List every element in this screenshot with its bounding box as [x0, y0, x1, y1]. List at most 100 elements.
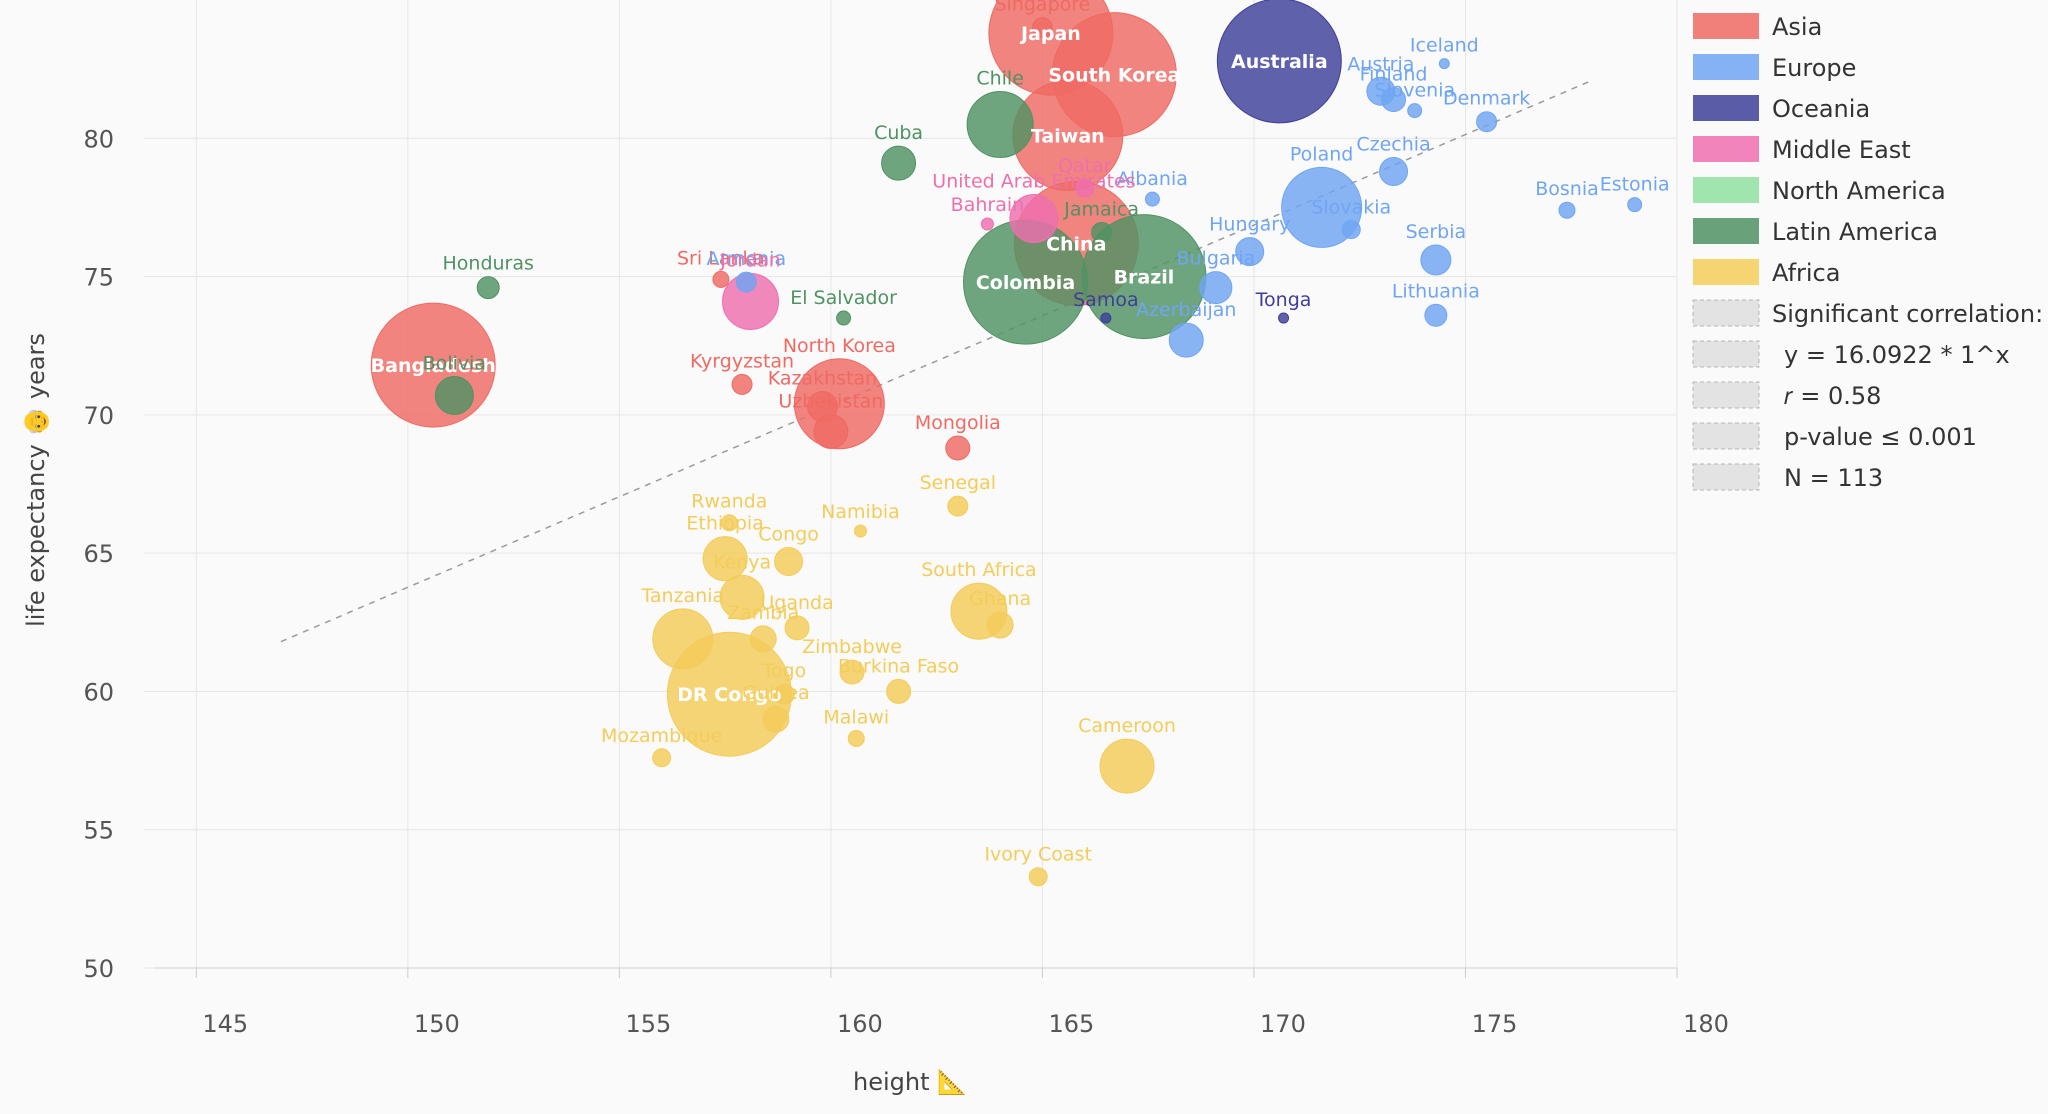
- x-tick-label: 170: [1260, 1010, 1306, 1038]
- label-taiwan: Taiwan: [1031, 126, 1105, 148]
- bubble-cameroon: [1099, 738, 1155, 794]
- label-bahrain: Bahrain: [951, 194, 1025, 216]
- bubble-lithuania: [1424, 303, 1448, 327]
- label-kazakhstan: Kazakhstan: [768, 368, 877, 390]
- label-austria: Austria: [1347, 53, 1414, 75]
- legend-swatch-north-america: [1693, 177, 1759, 203]
- bubble-jamaica: [1091, 221, 1113, 243]
- label-congo: Congo: [758, 523, 819, 545]
- bubble-sri-lanka: [712, 270, 730, 288]
- x-tick-label: 155: [625, 1010, 671, 1038]
- label-mongolia: Mongolia: [915, 412, 1001, 434]
- label-guinea: Guinea: [742, 682, 809, 704]
- x-tick-label: 175: [1472, 1010, 1518, 1038]
- bubble-slovenia: [1407, 103, 1423, 119]
- label-rwanda: Rwanda: [691, 491, 767, 513]
- label-ivory-coast: Ivory Coast: [984, 844, 1091, 866]
- x-tick-label: 150: [414, 1010, 460, 1038]
- bubble-tonga: [1278, 312, 1290, 324]
- bubble-chile: [966, 90, 1034, 158]
- legend-swatch-stat: [1692, 299, 1760, 327]
- bubble-senegal: [947, 495, 969, 517]
- bubble-hungary: [1235, 237, 1265, 267]
- label-sri-lanka: Sri Lanka: [677, 247, 765, 269]
- bubble-azerbaijan: [1168, 322, 1204, 358]
- grid-lines: [144, 0, 1678, 969]
- label-namibia: Namibia: [821, 501, 900, 523]
- label-senegal: Senegal: [920, 472, 996, 494]
- bubble-malawi: [847, 729, 865, 747]
- label-jamaica: Jamaica: [1063, 198, 1139, 220]
- legend-swatch-asia: [1693, 13, 1759, 39]
- label-south-korea: South Korea: [1048, 65, 1180, 87]
- label-honduras: Honduras: [443, 253, 534, 275]
- bubble-uganda: [784, 615, 810, 641]
- label-iceland: Iceland: [1410, 35, 1479, 57]
- bubble-congo: [774, 546, 804, 576]
- legend-swatch-africa: [1693, 259, 1759, 285]
- bubble-ivory-coast: [1028, 867, 1048, 887]
- bubble-zimbabwe: [839, 659, 865, 685]
- bubble-mongolia: [945, 435, 971, 461]
- label-japan: Japan: [1019, 23, 1081, 45]
- label-ethiopia: Ethiopia: [686, 513, 763, 535]
- axes-group: 145 150 155 160 165 170 175 180 50 55 60 65 70 75 80: [83, 125, 1728, 1038]
- x-axis-title: height 📐: [853, 1068, 967, 1096]
- bubble-labels-group: Japan Singapore South Korea Australia Taiwan…: [371, 0, 1670, 866]
- legend-label-asia: Asia: [1772, 13, 1822, 41]
- label-dr-congo: DR Congo: [677, 684, 781, 706]
- legend-swatch-europe: [1693, 54, 1759, 80]
- y-tick-label: 70: [83, 402, 114, 430]
- legend-stat-3: p-value ≤ 0.001: [1784, 423, 1977, 451]
- bubble-bosnia: [1558, 201, 1576, 219]
- legend-stat-2: 𝑟 = 0.58: [1784, 382, 1881, 410]
- label-uganda: Uganda: [760, 592, 833, 614]
- bubble-mozambique: [652, 748, 672, 768]
- legend-label-europe: Europe: [1772, 54, 1856, 82]
- label-mozambique: Mozambique: [601, 725, 722, 747]
- label-united-arab-emirates: United Arab Emirates: [932, 170, 1135, 192]
- bubble-samoa: [1100, 312, 1112, 324]
- label-azerbaijan: Azerbaijan: [1136, 299, 1236, 321]
- bubble-zambia: [749, 625, 777, 653]
- label-estonia: Estonia: [1600, 174, 1670, 196]
- bubble-finland: [1381, 87, 1407, 113]
- label-ghana: Ghana: [969, 588, 1031, 610]
- legend-label-north-america: North America: [1772, 177, 1946, 205]
- y-axis-title: life expectancy 👴 years: [22, 333, 50, 627]
- bubble-serbia: [1420, 244, 1452, 276]
- label-china: China: [1046, 233, 1106, 255]
- label-tanzania: Tanzania: [640, 585, 724, 607]
- y-tick-label: 80: [83, 125, 114, 153]
- label-kyrgyzstan: Kyrgyzstan: [690, 350, 794, 372]
- label-slovakia: Slovakia: [1311, 197, 1391, 219]
- y-tick-label: 60: [83, 678, 114, 706]
- legend-label-oceania: Oceania: [1772, 95, 1870, 123]
- bubble-kenya: [719, 574, 765, 620]
- label-bangladesh: Bangladesh: [371, 355, 496, 377]
- label-jordan: Jordan: [719, 249, 780, 271]
- bubble-bulgaria: [1199, 271, 1233, 305]
- bubble-rwanda: [720, 514, 738, 532]
- bubbles-group: [370, 0, 1643, 887]
- y-tick-label: 65: [83, 540, 114, 568]
- bubble-ghana: [986, 611, 1014, 639]
- x-tick-label: 160: [837, 1010, 883, 1038]
- label-bulgaria: Bulgaria: [1176, 248, 1255, 270]
- label-colombia: Colombia: [976, 272, 1075, 294]
- label-uzbekistan: Uzbekistan: [778, 390, 883, 412]
- label-south-africa: South Africa: [921, 559, 1036, 581]
- label-czechia: Czechia: [1356, 133, 1430, 155]
- label-singapore: Singapore: [994, 0, 1090, 16]
- bubble-kazakhstan: [806, 391, 838, 423]
- label-burkina-faso: Burkina Faso: [838, 655, 959, 677]
- label-el-salvador: El Salvador: [790, 287, 897, 309]
- y-tick-label: 55: [83, 817, 114, 845]
- bubble-iceland: [1438, 58, 1450, 70]
- label-denmark: Denmark: [1443, 88, 1530, 110]
- label-serbia: Serbia: [1406, 221, 1467, 243]
- legend-swatch-latin-america: [1693, 218, 1759, 244]
- legend-label-latin-america: Latin America: [1772, 218, 1938, 246]
- bubble-estonia: [1627, 197, 1643, 213]
